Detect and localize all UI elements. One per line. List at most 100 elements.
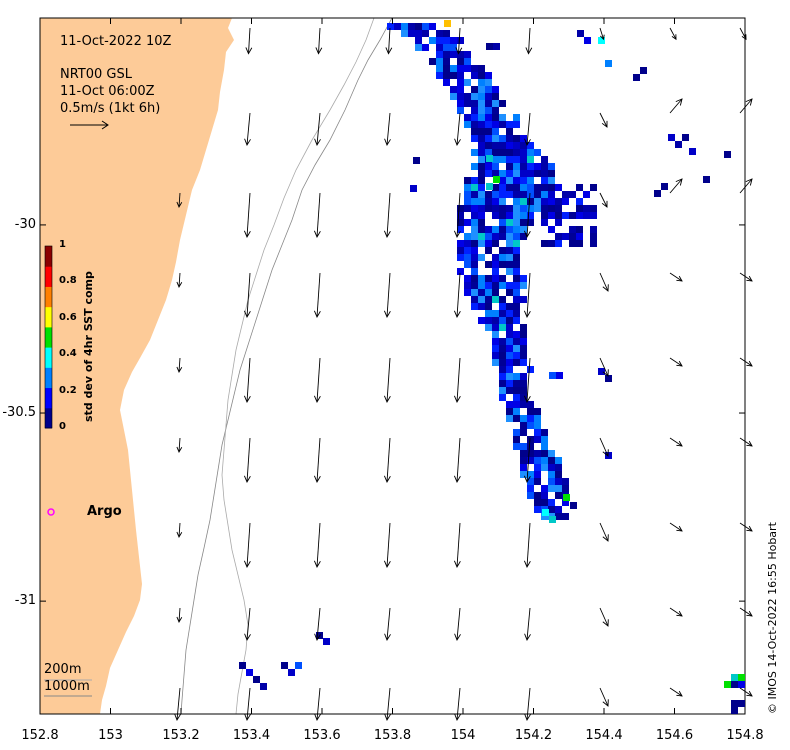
sst-cell <box>471 149 478 156</box>
sst-cell <box>499 247 506 254</box>
sst-cell <box>492 261 499 268</box>
sst-cell <box>583 205 590 212</box>
sst-cell <box>499 282 506 289</box>
sst-cell <box>485 170 492 177</box>
sst-cell <box>471 254 478 261</box>
sst-cell <box>485 310 492 317</box>
argo-marker[interactable] <box>47 508 55 516</box>
colorbar-tick-label: 0.6 <box>59 311 77 323</box>
colorbar-segment <box>45 347 52 368</box>
sst-cell <box>492 359 499 366</box>
sst-cell <box>534 478 541 485</box>
sst-cell <box>506 282 513 289</box>
sst-cell <box>246 669 253 676</box>
sst-cell <box>450 72 457 79</box>
sst-cell <box>471 163 478 170</box>
sst-cell <box>513 296 520 303</box>
sst-cell <box>562 478 569 485</box>
sst-cell <box>478 303 485 310</box>
sst-cell <box>548 184 555 191</box>
current-arrow <box>599 437 609 457</box>
sst-cell <box>422 23 429 30</box>
sst-cell <box>569 191 576 198</box>
sst-cell <box>478 86 485 93</box>
sst-cell <box>513 114 520 121</box>
sst-cell <box>499 114 506 121</box>
current-arrow <box>243 357 251 404</box>
sst-cell <box>506 380 513 387</box>
sst-cell <box>576 233 583 240</box>
sst-cell <box>534 499 541 506</box>
land-mass <box>40 18 234 714</box>
current-arrow <box>453 192 461 239</box>
current-arrow <box>383 522 391 569</box>
sst-cell <box>527 156 534 163</box>
sst-cell <box>506 233 513 240</box>
sst-cell <box>492 338 499 345</box>
sst-cell <box>562 191 569 198</box>
argo-label: Argo <box>87 504 122 519</box>
current-arrow <box>523 192 531 239</box>
sst-cell <box>485 93 492 100</box>
sst-cell <box>401 23 408 30</box>
sst-cell <box>464 58 471 65</box>
sst-cell <box>492 149 499 156</box>
y-tick-label: -31 <box>14 593 36 609</box>
sst-cell <box>485 100 492 107</box>
sst-cell <box>499 366 506 373</box>
sst-cell <box>520 352 527 359</box>
sst-cell <box>394 23 401 30</box>
sst-cell <box>548 212 555 219</box>
current-arrow <box>454 607 461 642</box>
current-arrow <box>523 522 531 569</box>
sst-cell <box>506 142 513 149</box>
sst-cell <box>443 51 450 58</box>
sst-cell <box>471 72 478 79</box>
sst-cell <box>492 128 499 135</box>
sst-cell <box>520 373 527 380</box>
sst-cell <box>485 289 492 296</box>
sst-cell <box>457 219 464 226</box>
x-tick-label: 154 <box>450 728 476 743</box>
sst-cell <box>478 317 485 324</box>
current-arrow <box>385 27 393 55</box>
sst-cell <box>520 422 527 429</box>
sst-cell <box>555 205 562 212</box>
sst-cell <box>471 212 478 219</box>
current-arrow <box>314 607 321 642</box>
sst-cell <box>499 254 506 261</box>
sst-cell <box>541 163 548 170</box>
sst-cell <box>387 23 394 30</box>
sst-cell <box>520 296 527 303</box>
sst-cell <box>520 191 527 198</box>
sst-cell <box>492 331 499 338</box>
sst-cell <box>541 219 548 226</box>
sst-cell <box>499 205 506 212</box>
sst-cell <box>513 282 520 289</box>
current-arrow <box>669 272 683 282</box>
current-arrow <box>599 607 609 627</box>
sst-cell <box>429 23 436 30</box>
sst-cell <box>513 261 520 268</box>
sst-cell <box>513 373 520 380</box>
current-arrow <box>315 27 323 55</box>
sst-cell <box>541 457 548 464</box>
sst-cell <box>513 121 520 128</box>
sst-cell <box>513 401 520 408</box>
sst-cell <box>731 707 738 714</box>
sst-cell <box>444 20 451 27</box>
sst-cell <box>738 674 745 681</box>
sst-cell <box>541 198 548 205</box>
sst-cell <box>570 502 577 509</box>
sst-cell <box>485 79 492 86</box>
sst-cell <box>478 128 485 135</box>
sst-cell <box>450 86 457 93</box>
sst-cell <box>527 485 534 492</box>
sst-cell <box>493 43 500 50</box>
sst-cell <box>499 135 506 142</box>
current-arrow <box>599 522 609 542</box>
sst-cell <box>555 198 562 205</box>
sst-cell <box>443 30 450 37</box>
current-arrow <box>454 112 461 147</box>
sst-cell <box>478 254 485 261</box>
